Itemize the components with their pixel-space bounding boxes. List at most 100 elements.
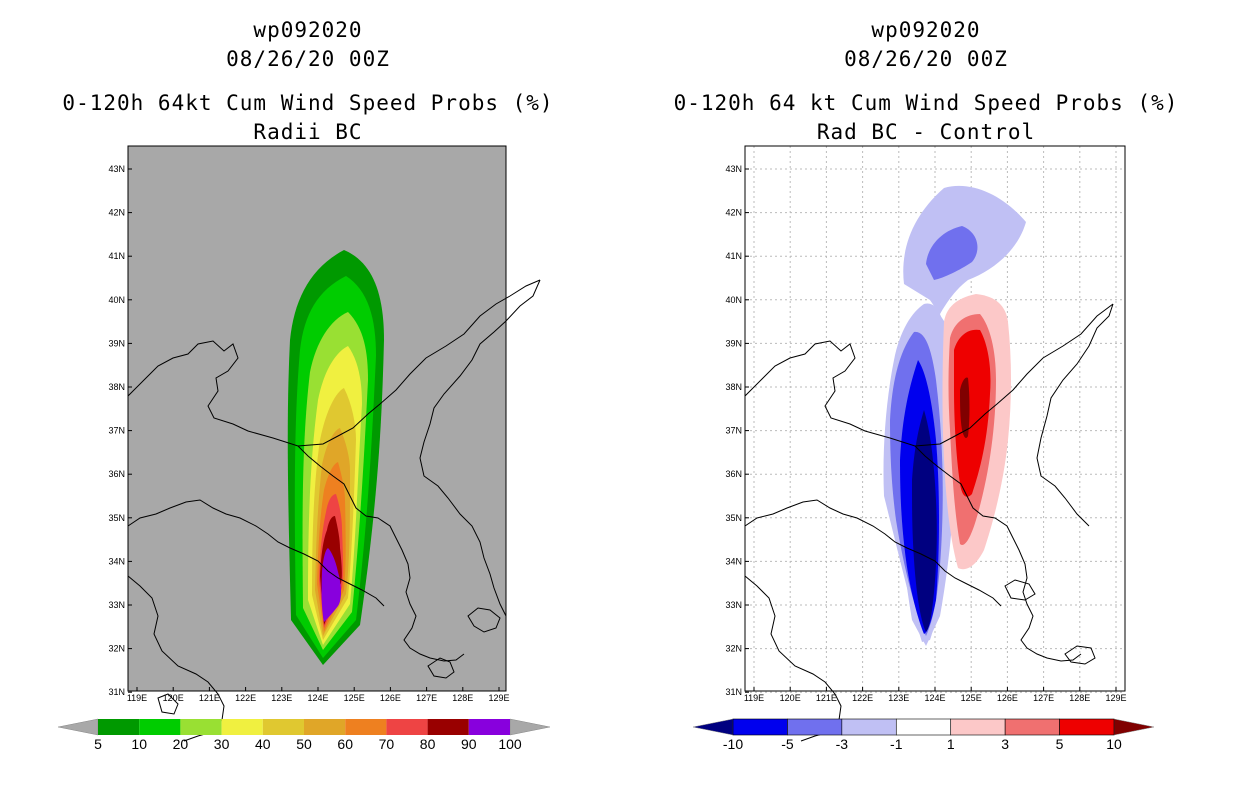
lat-label-42N: 42N bbox=[108, 208, 125, 218]
colorbar-label: 50 bbox=[296, 736, 312, 752]
lat-label-43N: 43N bbox=[108, 164, 125, 174]
lat-label-39N: 39N bbox=[725, 338, 742, 348]
lon-label-119E: 119E bbox=[127, 693, 147, 703]
lat-label-32N: 32N bbox=[725, 644, 742, 654]
right-map: 43N42N41N40N39N38N37N36N35N34N33N32N31N … bbox=[725, 145, 1127, 742]
left-product-title: 0-120h 64kt Cum Wind Speed Probs (%) bbox=[62, 91, 554, 115]
lon-label-122E: 122E bbox=[852, 693, 873, 703]
lon-label-126E: 126E bbox=[997, 693, 1018, 703]
lat-label-34N: 34N bbox=[725, 556, 742, 566]
colorbar-low-arrow bbox=[692, 718, 734, 736]
colorbar-swatch bbox=[304, 719, 346, 735]
lon-label-129E: 129E bbox=[488, 693, 509, 703]
lon-label-127E: 127E bbox=[416, 693, 437, 703]
colorbar-label: 100 bbox=[498, 736, 522, 752]
colorbar-label: -5 bbox=[781, 736, 794, 752]
colorbar-label: 3 bbox=[1001, 736, 1009, 752]
left-storm-id: wp092020 bbox=[253, 18, 363, 42]
right-lat-axis: 43N 42N 41N 40N 39N 38N 37N 36N 35N 34N 33N 32N 31N bbox=[725, 164, 749, 697]
colorbar-label: 10 bbox=[131, 736, 147, 752]
right-subtitle: Rad BC - Control bbox=[816, 120, 1036, 144]
lat-label-40N: 40N bbox=[108, 295, 125, 305]
left-lon-axis: 119E 120E 121E 122E 123E 124E 125E 126E 127E 128E… bbox=[127, 687, 510, 703]
colorbar-label: -1 bbox=[890, 736, 903, 752]
colorbar-swatch bbox=[98, 719, 140, 735]
lat-label-35N: 35N bbox=[108, 513, 125, 523]
right-lon-axis: 119E 120E 121E 122E 123E 124E 125E 126E 127E 128E… bbox=[744, 687, 1127, 703]
lon-label-119E: 119E bbox=[744, 693, 764, 703]
colorbar-label: 5 bbox=[1056, 736, 1064, 752]
colorbar-swatch bbox=[386, 719, 428, 735]
lat-label-38N: 38N bbox=[725, 382, 742, 392]
lat-label-36N: 36N bbox=[725, 469, 742, 479]
colorbar-label: -10 bbox=[723, 736, 743, 752]
lat-label-31N: 31N bbox=[725, 687, 742, 697]
left-map-frame bbox=[127, 145, 507, 692]
lon-label-122E: 122E bbox=[235, 693, 256, 703]
lon-label-123E: 123E bbox=[888, 693, 909, 703]
right-product-title: 0-120h 64 kt Cum Wind Speed Probs (%) bbox=[673, 91, 1179, 115]
lat-label-35N: 35N bbox=[725, 513, 742, 523]
colorbar-label: 20 bbox=[173, 736, 189, 752]
lon-label-120E: 120E bbox=[163, 693, 184, 703]
left-colorbar: 5 10 20 30 40 50 60 70 80 90 100 bbox=[57, 718, 551, 752]
right-difference-field bbox=[883, 185, 1026, 647]
lon-label-126E: 126E bbox=[380, 693, 401, 703]
left-datetime: 08/26/20 00Z bbox=[226, 47, 390, 71]
colorbar-label: -3 bbox=[836, 736, 849, 752]
right-colorbar: -10 -5 -3 -1 1 3 5 10 bbox=[692, 718, 1155, 752]
lon-label-121E: 121E bbox=[199, 693, 220, 703]
lat-label-38N: 38N bbox=[108, 382, 125, 392]
lat-label-37N: 37N bbox=[108, 426, 125, 436]
colorbar-label: 30 bbox=[214, 736, 230, 752]
colorbar-label: 80 bbox=[420, 736, 436, 752]
lon-label-124E: 124E bbox=[924, 693, 945, 703]
colorbar-swatch bbox=[732, 718, 788, 736]
colorbar-swatch bbox=[841, 718, 897, 736]
colorbar-label: 70 bbox=[379, 736, 395, 752]
colorbar-swatch bbox=[950, 718, 1006, 736]
lon-label-124E: 124E bbox=[307, 693, 328, 703]
colorbar-swatch bbox=[345, 719, 387, 735]
lat-label-37N: 37N bbox=[725, 426, 742, 436]
lat-label-34N: 34N bbox=[108, 556, 125, 566]
lon-label-123E: 123E bbox=[271, 693, 292, 703]
colorbar-label: 60 bbox=[337, 736, 353, 752]
lat-label-31N: 31N bbox=[108, 687, 125, 697]
colorbar-swatch bbox=[1059, 718, 1115, 736]
colorbar-swatch bbox=[468, 719, 510, 735]
lat-label-39N: 39N bbox=[108, 338, 125, 348]
colorbar-label: 90 bbox=[461, 736, 477, 752]
lat-label-43N: 43N bbox=[725, 164, 742, 174]
colorbar-low-arrow bbox=[57, 718, 99, 736]
colorbar-label: 5 bbox=[94, 736, 102, 752]
colorbar-high-arrow bbox=[509, 718, 551, 736]
left-probability-plume bbox=[287, 250, 384, 665]
lon-label-127E: 127E bbox=[1033, 693, 1054, 703]
colorbar-swatch bbox=[1004, 718, 1060, 736]
colorbar-swatch bbox=[139, 719, 181, 735]
lat-label-42N: 42N bbox=[725, 208, 742, 218]
colorbar-swatch bbox=[180, 719, 222, 735]
lat-label-41N: 41N bbox=[108, 251, 125, 261]
lat-label-32N: 32N bbox=[108, 644, 125, 654]
colorbar-label: 10 bbox=[1106, 736, 1122, 752]
colorbar-swatch bbox=[221, 719, 263, 735]
right-storm-id: wp092020 bbox=[871, 18, 981, 42]
colorbar-swatch bbox=[895, 718, 952, 736]
colorbar-high-arrow bbox=[1113, 718, 1155, 736]
lat-label-41N: 41N bbox=[725, 251, 742, 261]
colorbar-swatch bbox=[787, 718, 843, 736]
left-map: 43N42N41N40N39N38N37N36N35N34N33N32N31N … bbox=[108, 145, 541, 742]
lat-label-33N: 33N bbox=[725, 600, 742, 610]
colorbar-swatch bbox=[427, 719, 469, 735]
right-datetime: 08/26/20 00Z bbox=[844, 47, 1008, 71]
colorbar-label: 40 bbox=[255, 736, 271, 752]
lon-label-120E: 120E bbox=[780, 693, 801, 703]
lon-label-128E: 128E bbox=[452, 693, 473, 703]
lon-label-121E: 121E bbox=[816, 693, 837, 703]
lon-label-125E: 125E bbox=[344, 693, 365, 703]
left-lat-axis: 43N 42N 41N 40N 39N 38N 37N 36N 35N 34N 33N 32N 31N bbox=[108, 164, 132, 697]
lat-label-33N: 33N bbox=[108, 600, 125, 610]
lon-label-128E: 128E bbox=[1069, 693, 1090, 703]
